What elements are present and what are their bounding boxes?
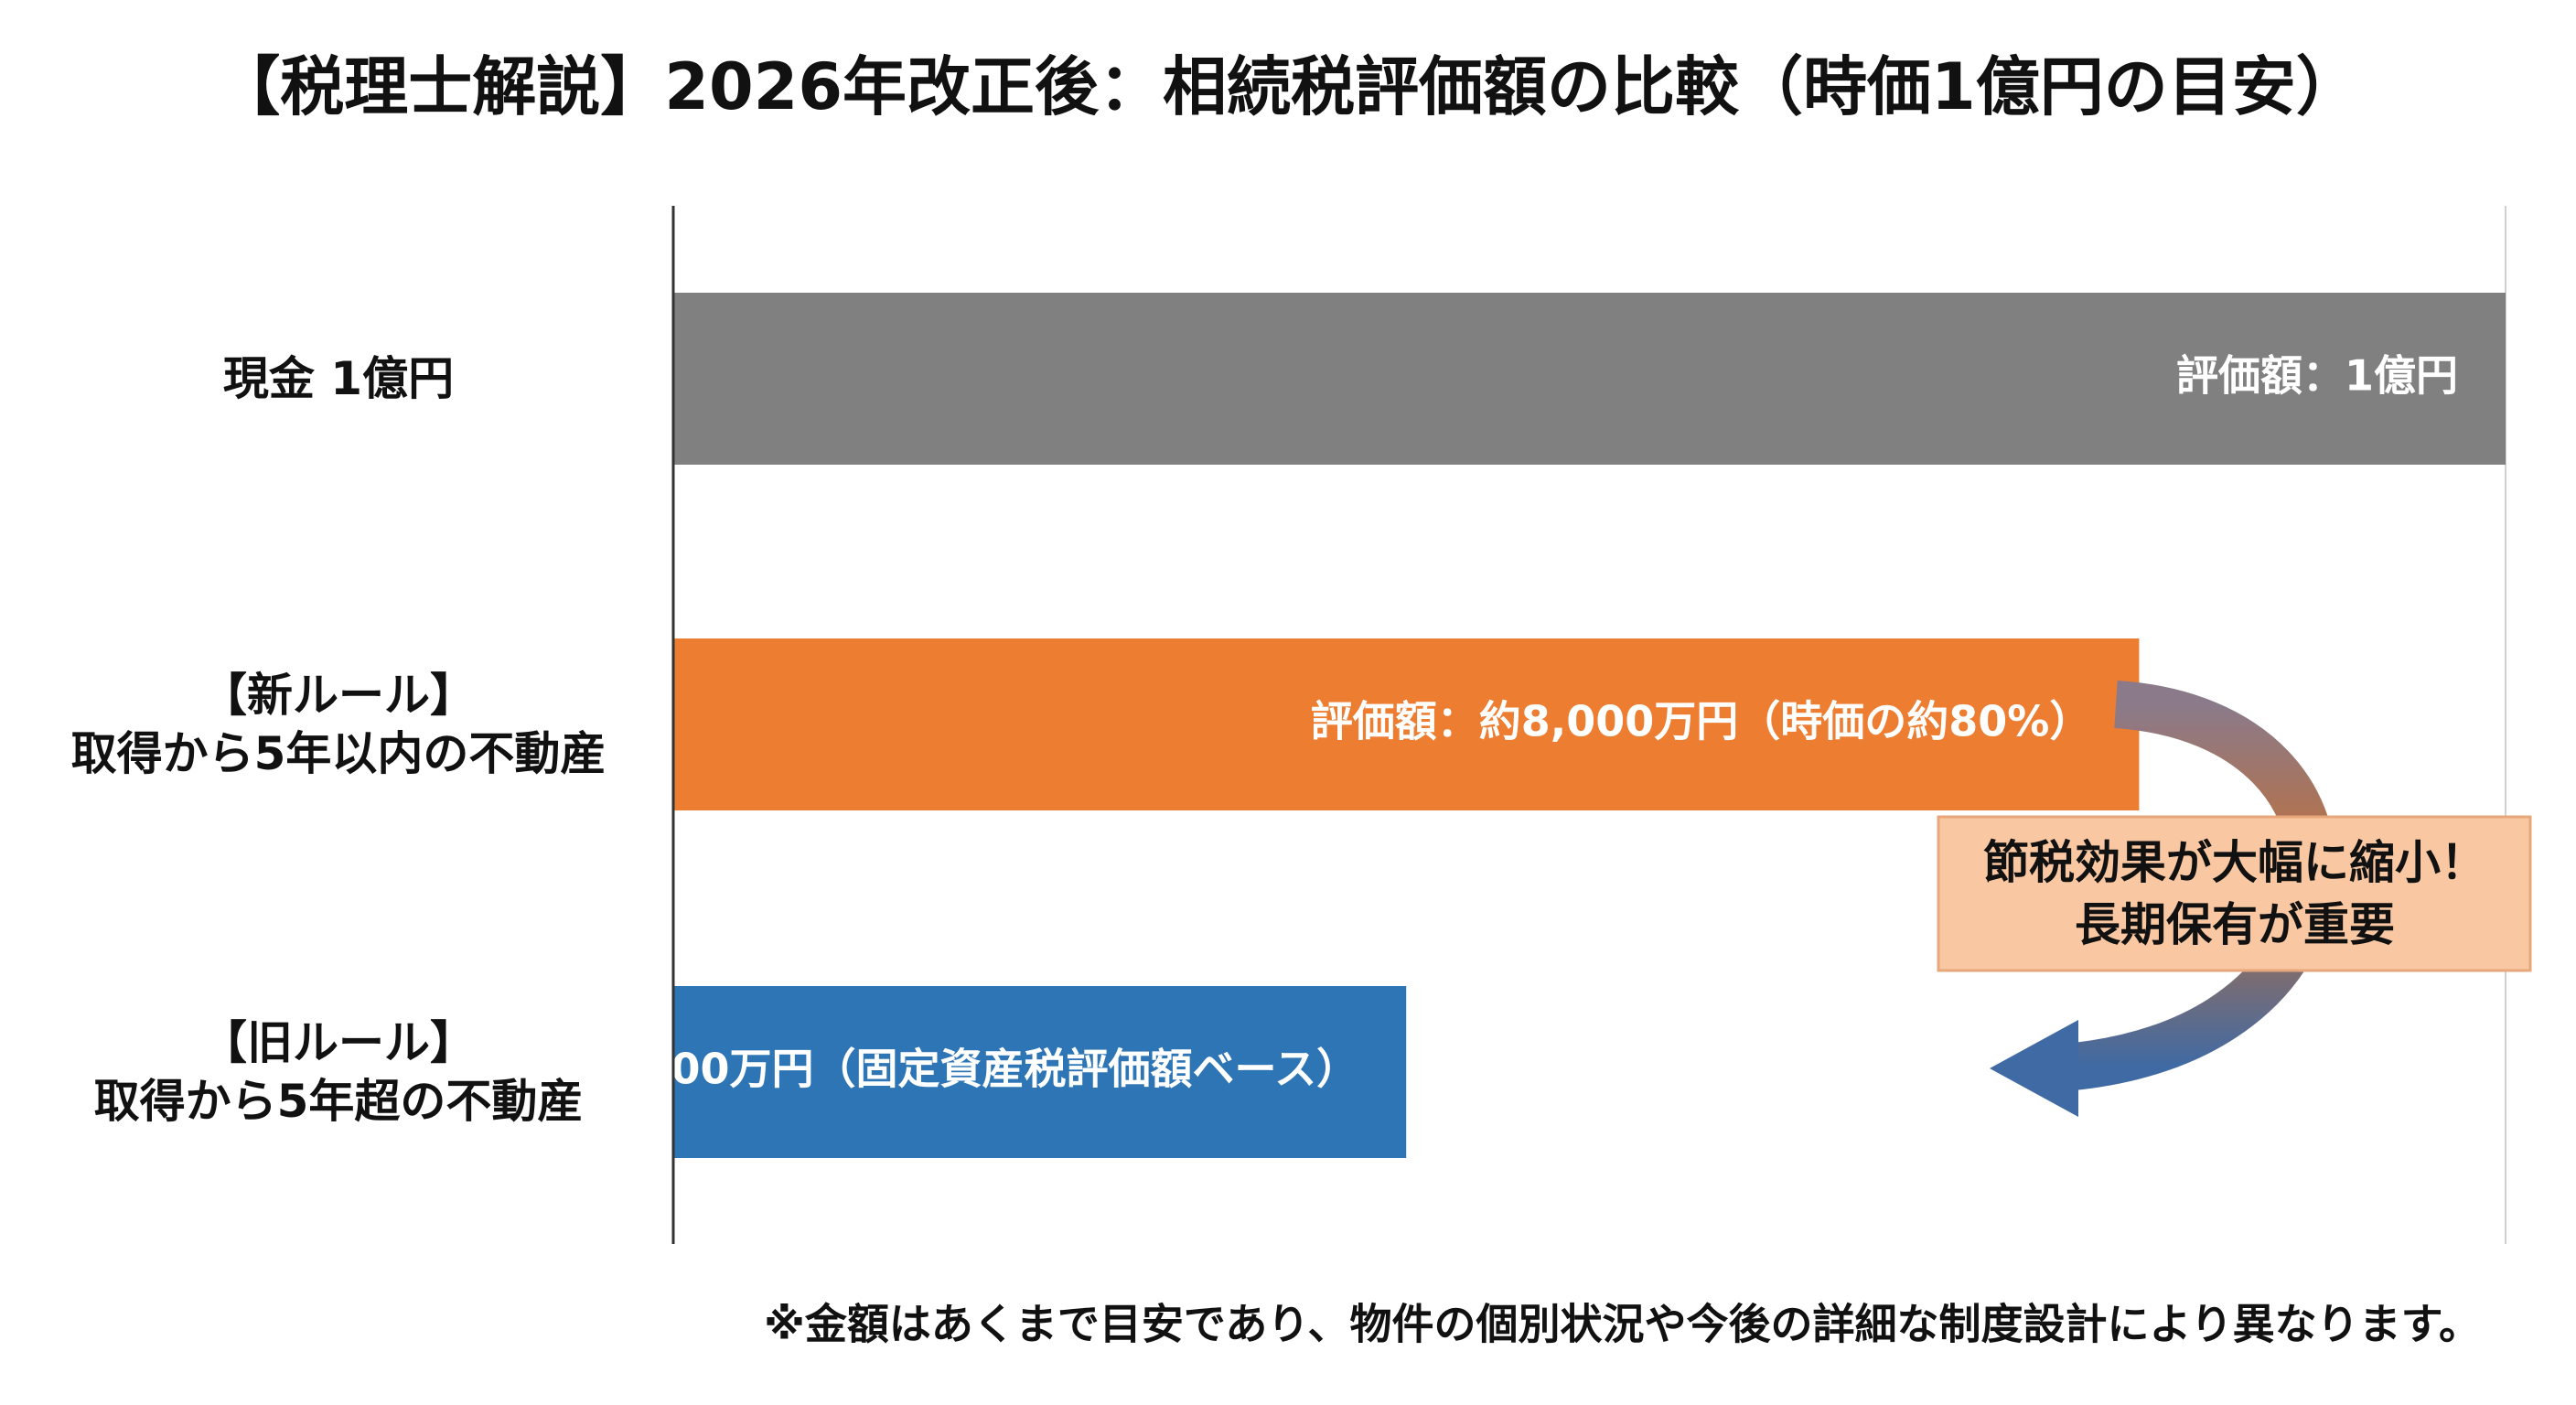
annotation: 節税効果が大幅に縮小！ 長期保有が重要 bbox=[1983, 836, 2486, 951]
bar bbox=[673, 293, 2506, 465]
category-label: 【旧ルール】 取得から5年超の不動産 bbox=[93, 1016, 584, 1128]
value-label: 評価額：約8,000万円（時価の約80%） bbox=[1311, 697, 2092, 746]
arrow-head bbox=[1990, 1020, 2078, 1117]
category-label: 現金 1億円 bbox=[222, 352, 455, 405]
bar bbox=[673, 638, 2140, 810]
category-label: 【新ルール】 取得から5年以内の不動産 bbox=[70, 669, 606, 780]
annotation-box bbox=[1937, 815, 2532, 972]
chart-title: 【税理士解説】2026年改正後：相続税評価額の比較（時価1億円の目安） bbox=[216, 49, 2360, 124]
value-label: 評価額：約4,000万円（固定資産税評価額ベース） bbox=[386, 1045, 1358, 1094]
bar bbox=[673, 986, 1407, 1158]
footnote: ※金額はあくまで目安であり、物件の個別状況や今後の詳細な制度設計により異なります… bbox=[764, 1300, 2481, 1349]
value-label: 評価額：1億円 bbox=[2176, 351, 2458, 401]
